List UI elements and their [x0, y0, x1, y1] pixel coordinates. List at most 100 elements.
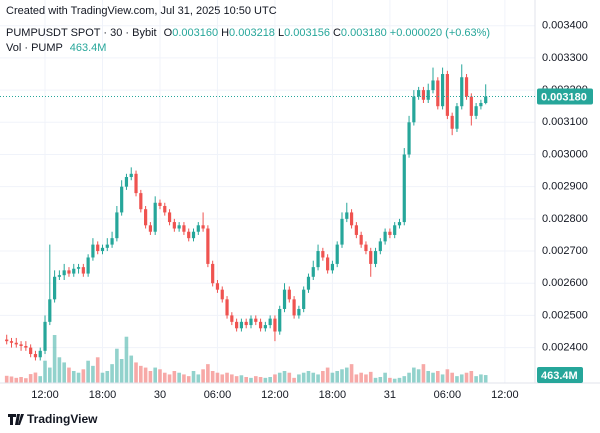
volume-bar	[67, 367, 71, 383]
volume-bar	[43, 360, 47, 383]
volume-bar	[258, 377, 263, 383]
ohlc-key: C	[333, 27, 341, 39]
volume-bar	[143, 367, 148, 383]
volume-badge-label: 463.4M	[541, 370, 578, 382]
candle-body	[196, 225, 200, 232]
candle-body	[81, 267, 85, 274]
candle-body	[120, 186, 124, 213]
candle-body	[239, 321, 244, 329]
ohlc-value: 0.003218	[229, 27, 275, 39]
volume-bar	[172, 371, 177, 383]
x-tick-label: 18:00	[319, 389, 347, 401]
volume-name: Vol · PUMP	[6, 42, 63, 54]
volume-bar	[210, 371, 215, 383]
candle-body	[330, 263, 335, 271]
volume-bar	[38, 376, 43, 383]
candle-body	[306, 276, 311, 290]
volume-bar	[282, 371, 287, 383]
y-tick-label: 0.003000	[542, 148, 588, 160]
change: +0.000020 (+0.63%)	[390, 27, 490, 39]
volume-bar	[52, 335, 57, 383]
volume-bar	[277, 372, 282, 383]
candle-body	[359, 234, 363, 245]
candle-body	[33, 354, 38, 358]
volume-bar	[110, 364, 114, 383]
y-tick-label: 0.002600	[542, 277, 588, 289]
volume-bar	[4, 375, 9, 383]
candle-body	[373, 251, 378, 264]
volume-bar	[71, 371, 76, 383]
candle-body	[19, 344, 23, 346]
volume-bar	[263, 377, 268, 383]
volume-bar	[239, 375, 244, 383]
volume-bar	[191, 371, 196, 383]
candle-body	[397, 222, 402, 226]
volume-bar	[230, 374, 234, 383]
volume-bar	[177, 372, 181, 383]
x-tick-label: 06:00	[204, 389, 232, 401]
candle-body	[96, 244, 100, 252]
candle-body	[76, 267, 81, 269]
volume-bar	[124, 336, 129, 383]
candle-body	[292, 299, 296, 316]
candle-body	[24, 345, 28, 348]
ohlc-legend: PUMPUSDT SPOT · 30 · Bybit O0.003160 H0.0…	[6, 27, 490, 39]
x-tick-label: 31	[384, 389, 396, 401]
volume-bar	[139, 365, 143, 383]
symbol: PUMPUSDT SPOT · 30 · Bybit	[6, 27, 157, 39]
ohlc-value: 0.003180	[341, 27, 387, 39]
volume-bar	[105, 371, 110, 383]
volume-bar	[253, 376, 258, 383]
volume-legend: Vol · PUMP 463.4M	[6, 42, 106, 54]
y-tick-label: 0.002400	[542, 342, 588, 354]
volume-bar	[359, 372, 363, 383]
volume-bar	[344, 367, 349, 383]
volume-bar	[455, 376, 459, 383]
candle-body	[206, 228, 210, 264]
volume-bar	[412, 367, 416, 383]
candle-body	[469, 96, 473, 116]
brand: TradingView	[27, 412, 98, 426]
ohlc-key: L	[278, 27, 284, 39]
candle-body	[484, 96, 488, 103]
volume-bar	[24, 378, 28, 383]
candle-body	[407, 122, 411, 155]
volume-bar	[445, 369, 450, 383]
volume-bar	[378, 377, 383, 383]
candle-body	[72, 268, 76, 274]
volume-bar	[292, 377, 296, 383]
last-price-badge	[537, 88, 593, 105]
candle-body	[235, 321, 239, 329]
volume-bar	[416, 369, 421, 383]
y-tick-label: 0.002900	[542, 181, 588, 193]
candle-body	[278, 308, 282, 332]
candle-body	[29, 347, 33, 355]
volume-bar	[129, 355, 134, 383]
candle-body	[426, 90, 430, 100]
candle-body	[230, 315, 234, 322]
volume-value: 463.4M	[70, 42, 107, 54]
candle-body	[115, 212, 119, 239]
candle-body	[287, 289, 291, 300]
candle-body	[38, 350, 42, 358]
candle-body	[316, 251, 320, 268]
candle-body	[182, 225, 186, 232]
candle-body	[134, 173, 138, 194]
candle-body	[105, 244, 109, 248]
volume-bar	[57, 357, 62, 383]
volume-bar	[14, 377, 19, 383]
volume-bar	[297, 374, 301, 383]
candle-body	[86, 257, 90, 274]
volume-bar	[287, 372, 292, 383]
volume-bar	[201, 369, 205, 383]
x-tick-label: 12:00	[31, 389, 59, 401]
volume-bar	[364, 374, 368, 383]
candle-body	[311, 267, 315, 277]
volume-bar	[354, 374, 359, 383]
candle-body	[254, 318, 258, 322]
candle-body	[345, 212, 349, 219]
candle-body	[440, 74, 445, 107]
candle-body	[431, 80, 435, 91]
candle-body	[479, 102, 483, 107]
candle-body	[326, 257, 330, 271]
